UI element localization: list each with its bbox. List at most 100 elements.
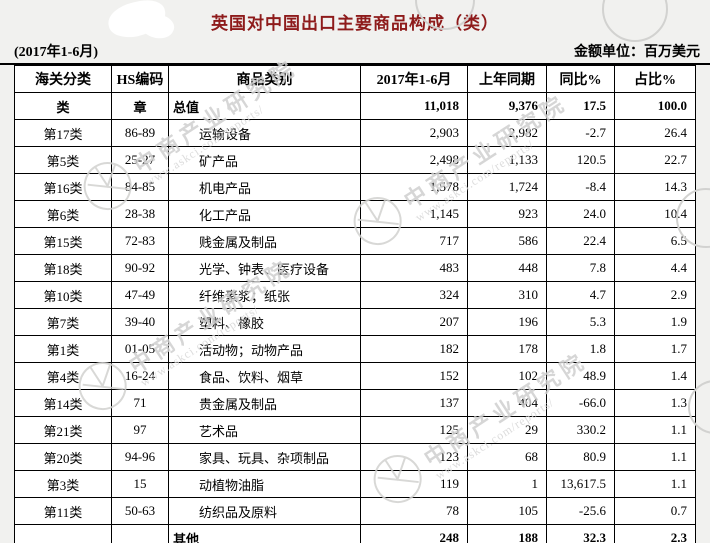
cell-share-percent: 1.1 <box>614 443 696 471</box>
cell-customs-class: 第20类 <box>14 443 112 471</box>
cell-current-period: 78 <box>360 497 468 525</box>
table-row: 第17类 86-89 运输设备 2,903 2,982 -2.7 26.4 <box>14 119 696 147</box>
table-row: 第6类 28-38 化工产品 1,145 923 24.0 10.4 <box>14 200 696 228</box>
cell-share-percent: 14.3 <box>614 173 696 201</box>
cell-customs-class: 第14类 <box>14 389 112 417</box>
cell-share-percent: 1.1 <box>614 470 696 498</box>
cell-previous-period: 1 <box>467 470 547 498</box>
table-row: 第20类 94-96 家具、玩具、杂项制品 123 68 80.9 1.1 <box>14 443 696 471</box>
table-row: 第7类 39-40 塑料、橡胶 207 196 5.3 1.9 <box>14 308 696 336</box>
table-row: 第5类 25-27 矿产品 2,498 1,133 120.5 22.7 <box>14 146 696 174</box>
cell-current-period: 483 <box>360 254 468 282</box>
cell-previous-period: 196 <box>467 308 547 336</box>
cell-current-period: 207 <box>360 308 468 336</box>
cell-share-percent: 22.7 <box>614 146 696 174</box>
table-row: 第3类 15 动植物油脂 119 1 13,617.5 1.1 <box>14 470 696 498</box>
cell-hs-code: 71 <box>111 389 169 417</box>
cell-current-period: 125 <box>360 416 468 444</box>
cell-share-percent: 1.1 <box>614 416 696 444</box>
column-header: 占比% <box>614 65 696 93</box>
cell-hs-code: 90-92 <box>111 254 169 282</box>
cell-previous-period: 923 <box>467 200 547 228</box>
cell-customs-class: 第4类 <box>14 362 112 390</box>
table-row: 第14类 71 贵金属及制品 137 404 -66.0 1.3 <box>14 389 696 417</box>
cell-share-percent: 100.0 <box>614 92 696 120</box>
cell-share-percent: 1.4 <box>614 362 696 390</box>
cell-previous-period: 586 <box>467 227 547 255</box>
cell-category: 其他 <box>168 524 361 543</box>
cell-hs-code: 94-96 <box>111 443 169 471</box>
cell-customs-class: 第17类 <box>14 119 112 147</box>
cell-yoy-percent: 330.2 <box>546 416 615 444</box>
page-title: 英国对中国出口主要商品构成（类） <box>211 14 499 33</box>
cell-current-period: 123 <box>360 443 468 471</box>
cell-yoy-percent: -25.6 <box>546 497 615 525</box>
table-row: 第16类 84-85 机电产品 1,578 1,724 -8.4 14.3 <box>14 173 696 201</box>
cell-yoy-percent: 120.5 <box>546 146 615 174</box>
cell-category: 贱金属及制品 <box>168 227 361 255</box>
cell-share-percent: 26.4 <box>614 119 696 147</box>
cell-yoy-percent: -8.4 <box>546 173 615 201</box>
cell-hs-code: 86-89 <box>111 119 169 147</box>
cell-hs-code: 72-83 <box>111 227 169 255</box>
table-row: 第11类 50-63 纺织品及原料 78 105 -25.6 0.7 <box>14 497 696 525</box>
cell-category: 矿产品 <box>168 146 361 174</box>
table-row: 第15类 72-83 贱金属及制品 717 586 22.4 6.5 <box>14 227 696 255</box>
column-header: 2017年1-6月 <box>360 65 468 93</box>
cell-previous-period: 448 <box>467 254 547 282</box>
cell-current-period: 1,578 <box>360 173 468 201</box>
cell-category: 化工产品 <box>168 200 361 228</box>
cell-yoy-percent: 48.9 <box>546 362 615 390</box>
unit-note: 金额单位：百万美元 <box>574 45 700 60</box>
cell-hs-code: 84-85 <box>111 173 169 201</box>
cell-hs-code: 50-63 <box>111 497 169 525</box>
cell-share-percent: 1.7 <box>614 335 696 363</box>
cell-current-period: 11,018 <box>360 92 468 120</box>
cell-yoy-percent: 1.8 <box>546 335 615 363</box>
column-header: 同比% <box>546 65 615 93</box>
table-header-row: 海关分类 HS编码 商品类别 2017年1-6月 上年同期 同比% 占比% <box>14 65 696 93</box>
cell-yoy-percent: 22.4 <box>546 227 615 255</box>
cell-category: 动植物油脂 <box>168 470 361 498</box>
cell-share-percent: 4.4 <box>614 254 696 282</box>
cell-yoy-percent: 17.5 <box>546 92 615 120</box>
cell-customs-class: 第3类 <box>14 470 112 498</box>
cell-hs-code <box>111 524 169 543</box>
column-header: 商品类别 <box>168 65 361 93</box>
cell-current-period: 324 <box>360 281 468 309</box>
cell-category: 艺术品 <box>168 416 361 444</box>
cell-hs-code: 39-40 <box>111 308 169 336</box>
cell-current-period: 182 <box>360 335 468 363</box>
cell-customs-class: 第16类 <box>14 173 112 201</box>
cell-category: 纺织品及原料 <box>168 497 361 525</box>
cell-category: 光学、钟表、医疗设备 <box>168 254 361 282</box>
cell-share-percent: 6.5 <box>614 227 696 255</box>
cell-category: 活动物；动物产品 <box>168 335 361 363</box>
cell-current-period: 1,145 <box>360 200 468 228</box>
cell-yoy-percent: 13,617.5 <box>546 470 615 498</box>
cell-customs-class: 第6类 <box>14 200 112 228</box>
table-row: 第10类 47-49 纤维素浆；纸张 324 310 4.7 2.9 <box>14 281 696 309</box>
cell-customs-class: 第15类 <box>14 227 112 255</box>
cell-customs-class: 第10类 <box>14 281 112 309</box>
cell-share-percent: 1.9 <box>614 308 696 336</box>
cell-previous-period: 68 <box>467 443 547 471</box>
cell-previous-period: 404 <box>467 389 547 417</box>
cell-current-period: 717 <box>360 227 468 255</box>
cell-category: 运输设备 <box>168 119 361 147</box>
table-row: 类章总值 11,018 9,376 17.5 100.0 <box>14 92 696 120</box>
cell-current-period: 2,903 <box>360 119 468 147</box>
cell-customs-class <box>14 524 112 543</box>
cell-previous-period: 2,982 <box>467 119 547 147</box>
cell-category: 纤维素浆；纸张 <box>168 281 361 309</box>
cell-category: 家具、玩具、杂项制品 <box>168 443 361 471</box>
cell-previous-period: 188 <box>467 524 547 543</box>
cell-previous-period: 178 <box>467 335 547 363</box>
cell-customs-class: 第1类 <box>14 335 112 363</box>
cell-previous-period: 1,133 <box>467 146 547 174</box>
period-note: (2017年1-6月) <box>14 45 98 60</box>
cell-previous-period: 102 <box>467 362 547 390</box>
table-row: 第4类 16-24 食品、饮料、烟草 152 102 48.9 1.4 <box>14 362 696 390</box>
cell-yoy-percent: 5.3 <box>546 308 615 336</box>
